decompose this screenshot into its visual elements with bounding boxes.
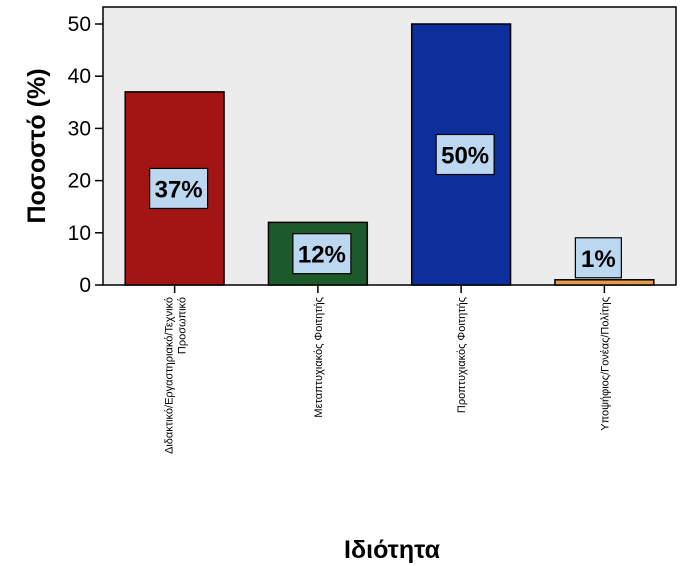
y-tick-label: 30 [68,117,91,140]
y-axis: 0 10 20 30 40 50 [68,13,103,297]
data-label-box [435,133,495,176]
y-axis-title: Ποσοστό (%) [23,68,51,223]
data-label: 50% [441,143,489,170]
x-tick-label-line: Προπτυχιακός Φοιτητής [456,297,468,413]
x-tick-label: Προπτυχιακός Φοιτητής [456,297,468,413]
x-tick-label-line: Μεταπτυχιακός Φοιτητής [313,297,325,418]
x-tick-label-line: Διδακτικό/Εργαστηριακό/Τεχνικό [164,297,176,454]
y-tick-label: 10 [68,222,91,245]
x-axis: Διδακτικό/Εργαστηριακό/ΤεχνικόΠροσωπικό Μ… [164,285,611,454]
data-label-box [292,233,352,275]
y-tick-label: 40 [68,65,91,88]
bar [554,279,655,286]
x-tick-label: Διδακτικό/Εργαστηριακό/ΤεχνικόΠροσωπικό [164,297,189,454]
data-label: 12% [298,242,346,269]
data-label-box [149,167,209,210]
x-tick-label: Υποψήφιος/Γονέας/Πολίτης [599,297,611,431]
data-label: 37% [155,176,203,203]
y-tick-label: 50 [68,13,91,36]
y-tick-label: 20 [68,170,91,193]
x-tick-label: Μεταπτυχιακός Φοιτητής [313,297,325,418]
y-tick-label: 0 [79,274,91,297]
x-tick-label-line: Προσωπικό [177,297,189,354]
data-label: 1% [581,246,616,273]
data-label-box [574,237,622,279]
x-axis-title: Ιδιότητα [344,536,441,564]
x-tick-label-line: Υποψήφιος/Γονέας/Πολίτης [599,297,611,431]
